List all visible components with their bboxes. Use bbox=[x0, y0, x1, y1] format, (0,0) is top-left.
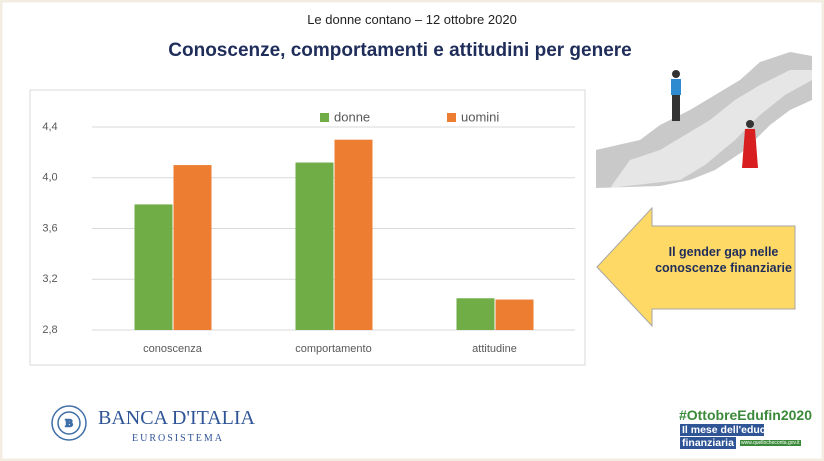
y-tick-label: 3,2 bbox=[42, 273, 57, 285]
svg-text:B: B bbox=[65, 418, 73, 430]
slide-title: Conoscenze, comportamenti e attitudini p… bbox=[0, 40, 800, 62]
legend-swatch bbox=[320, 113, 329, 122]
tagline: finanziaria bbox=[680, 437, 736, 449]
slide-subtitle: Le donne contano – 12 ottobre 2020 bbox=[0, 12, 824, 27]
slide: B 2,8 3,2 3,6 4,0 4,4 donne uomini conoscenza co… bbox=[0, 0, 824, 461]
legend-label: uomini bbox=[461, 109, 499, 124]
bar bbox=[135, 204, 173, 330]
url: www.quellocheconta.gov.it bbox=[740, 440, 801, 446]
x-tick-label: comportamento bbox=[295, 343, 371, 355]
legend-label: donne bbox=[334, 109, 370, 124]
legend-swatch bbox=[447, 113, 456, 122]
y-tick-label: 4,4 bbox=[42, 121, 57, 133]
y-tick-label: 2,8 bbox=[42, 324, 57, 336]
y-tick-label: 4,0 bbox=[42, 172, 57, 184]
bar bbox=[457, 298, 495, 330]
x-tick-label: conoscenza bbox=[143, 343, 203, 355]
callout-text: Il gender gap nelle conoscenze finanziar… bbox=[652, 244, 795, 276]
logo-subtext: EUROSISTEMA bbox=[132, 433, 224, 444]
bar bbox=[496, 300, 534, 330]
chart: B 2,8 3,2 3,6 4,0 4,4 donne uomini conoscenza co… bbox=[0, 0, 824, 461]
logo-mark: B bbox=[52, 406, 86, 440]
y-tick-label: 3,6 bbox=[42, 222, 57, 234]
illustration bbox=[596, 52, 812, 188]
bar bbox=[296, 163, 334, 330]
x-tick-label: attitudine bbox=[472, 343, 517, 355]
logo-text: BANCA D'ITALIA bbox=[98, 407, 255, 430]
hashtag: #OttobreEdufin2020 bbox=[679, 407, 812, 423]
tagline: Il mese dell'educazione bbox=[680, 424, 764, 436]
bar bbox=[335, 140, 373, 330]
bar bbox=[174, 165, 212, 330]
